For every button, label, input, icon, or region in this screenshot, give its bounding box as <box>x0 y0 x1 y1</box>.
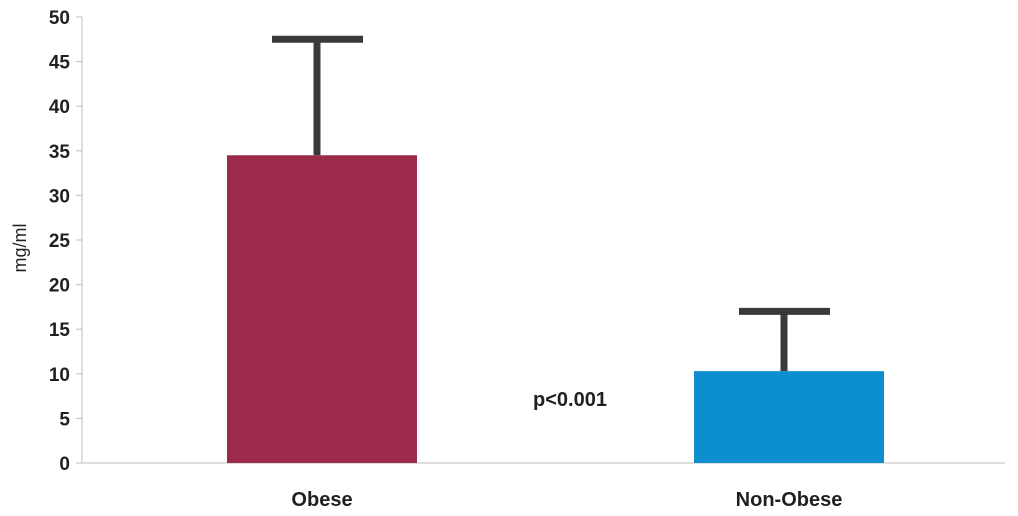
y-tick-label: 35 <box>49 142 71 163</box>
error-bar <box>739 307 830 372</box>
y-tick-label: 5 <box>59 409 70 430</box>
bars <box>227 155 884 463</box>
y-tick-label: 10 <box>49 365 70 386</box>
error-bar <box>272 35 363 156</box>
y-tick-label: 50 <box>49 8 70 29</box>
error-bars <box>272 35 830 372</box>
y-tick-label: 30 <box>49 186 70 207</box>
y-axis: 0 5 10 15 20 25 30 35 40 45 50 <box>49 8 83 475</box>
y-tick-label: 20 <box>49 276 70 297</box>
bar-obese <box>227 155 417 463</box>
y-tick-label: 25 <box>49 231 71 252</box>
p-value-annotation: p<0.001 <box>533 389 607 411</box>
y-tick-label: 15 <box>49 320 71 341</box>
category-label: Obese <box>291 489 352 511</box>
category-labels: Obese Non-Obese <box>291 489 842 511</box>
y-tick-label: 45 <box>49 53 71 74</box>
category-label: Non-Obese <box>736 489 843 511</box>
bar-non-obese <box>694 371 884 463</box>
y-tick-label: 40 <box>49 97 70 118</box>
y-axis-title: mg/ml <box>10 224 30 273</box>
y-tick-label: 0 <box>59 454 70 475</box>
